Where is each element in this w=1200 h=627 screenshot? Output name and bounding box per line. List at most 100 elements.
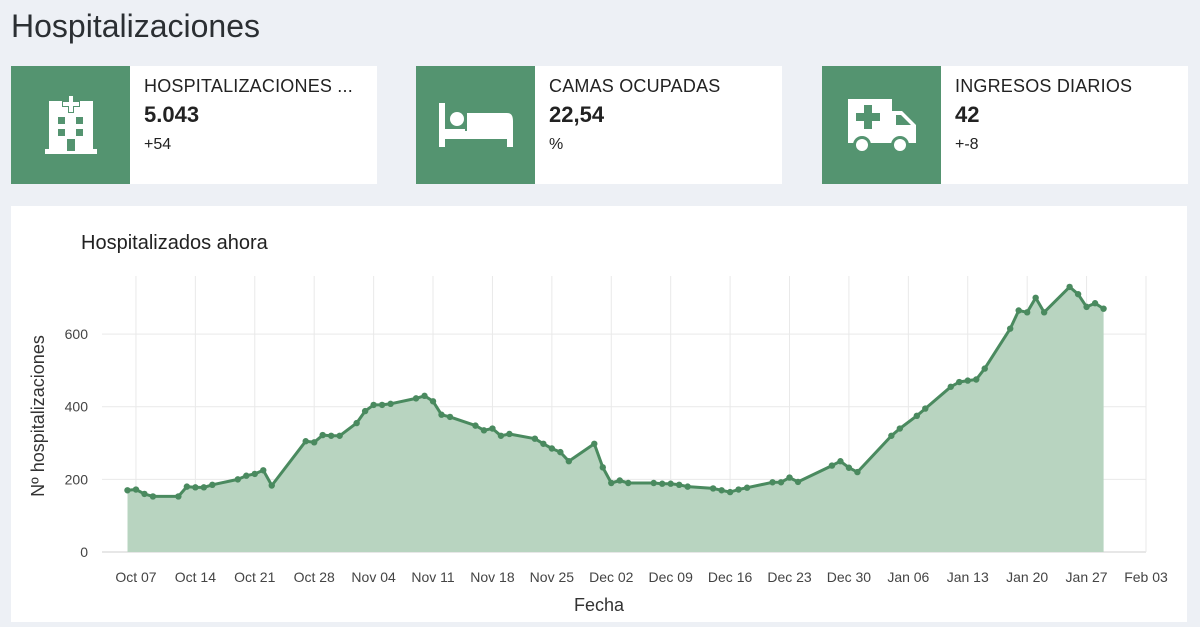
data-point — [302, 438, 309, 445]
data-point — [319, 431, 326, 439]
data-point — [489, 425, 496, 432]
x-tick-label: Feb 03 — [1124, 569, 1168, 585]
x-axis-label: Fecha — [574, 595, 625, 615]
data-point — [981, 365, 988, 372]
data-point — [412, 395, 420, 402]
card-delta: +54 — [144, 136, 172, 153]
x-tick-label: Nov 18 — [470, 569, 515, 585]
card-value: 42 — [955, 102, 980, 127]
data-point — [506, 430, 513, 438]
card-camas-ocupadas: CAMAS OCUPADAS 22,54 % — [416, 66, 782, 184]
card-delta: % — [549, 136, 564, 153]
x-tick-label: Oct 28 — [294, 569, 335, 585]
data-point — [608, 479, 615, 487]
data-point — [922, 405, 929, 412]
data-point — [956, 378, 963, 386]
data-point — [896, 425, 904, 432]
data-point — [1066, 283, 1073, 291]
series-area — [127, 286, 1104, 552]
chart-title: Hospitalizados ahora — [81, 232, 269, 254]
card-label: CAMAS OCUPADAS — [549, 76, 721, 96]
x-tick-label: Dec 02 — [589, 569, 634, 585]
data-point — [599, 464, 606, 471]
data-point — [888, 432, 895, 439]
data-point — [531, 435, 539, 442]
bed-icon — [416, 66, 535, 184]
x-tick-label: Dec 23 — [767, 569, 812, 585]
data-point — [200, 484, 208, 491]
data-point — [845, 464, 853, 471]
data-point — [1040, 309, 1048, 316]
data-point — [438, 411, 445, 418]
card-label: INGRESOS DIARIOS — [955, 76, 1133, 96]
chart-panel: Hospitalizados ahora 0 200 400 600 Oct 07 Oc… — [11, 206, 1187, 622]
data-point — [446, 413, 454, 421]
card-label: HOSPITALIZACIONES ... — [144, 76, 353, 96]
card-ingresos-diarios: INGRESOS DIARIOS 42 +-8 — [822, 66, 1188, 184]
data-point — [557, 448, 564, 456]
data-point — [183, 483, 191, 490]
data-point — [124, 487, 131, 494]
data-point — [786, 474, 793, 481]
y-axis: 0 200 400 600 — [65, 326, 89, 560]
data-point — [1091, 300, 1099, 307]
data-point — [472, 422, 479, 429]
x-tick-label: Nov 11 — [411, 569, 455, 585]
data-point — [718, 487, 725, 494]
data-point — [141, 490, 148, 498]
y-tick-label: 600 — [65, 326, 89, 342]
data-point — [310, 439, 318, 446]
data-point — [480, 427, 488, 434]
card-value: 5.043 — [144, 102, 200, 127]
data-point — [947, 383, 954, 390]
x-tick-label: Dec 16 — [708, 569, 753, 585]
data-point — [1083, 303, 1090, 311]
data-point — [1100, 305, 1107, 312]
x-tick-label: Jan 06 — [887, 569, 929, 585]
data-point — [1074, 290, 1082, 298]
data-point — [854, 468, 861, 476]
data-point — [667, 480, 674, 487]
x-tick-label: Oct 21 — [234, 569, 275, 585]
data-point — [913, 412, 921, 420]
x-tick-label: Nov 04 — [351, 569, 396, 585]
card-hospitalizaciones: HOSPITALIZACIONES ... 5.043 +54 — [11, 66, 377, 184]
data-point — [175, 493, 182, 500]
ambulance-icon — [822, 66, 941, 184]
data-point — [361, 407, 369, 415]
x-tick-label: Dec 30 — [827, 569, 872, 585]
data-point — [837, 458, 844, 465]
data-point — [794, 478, 802, 486]
data-point — [149, 493, 157, 500]
data-point — [650, 479, 657, 487]
data-point — [625, 479, 632, 487]
x-tick-label: Oct 14 — [175, 569, 216, 585]
data-point — [336, 432, 343, 439]
data-point — [1006, 325, 1014, 332]
data-point — [429, 398, 437, 405]
data-point — [251, 470, 258, 478]
data-point — [591, 440, 598, 447]
data-point — [1023, 309, 1031, 316]
y-tick-label: 0 — [80, 544, 88, 560]
card-delta: +-8 — [955, 136, 979, 153]
data-point — [243, 472, 250, 479]
data-point — [387, 400, 394, 408]
data-point — [548, 445, 556, 452]
page-title: Hospitalizaciones — [11, 8, 261, 44]
data-point — [353, 419, 360, 427]
data-point — [234, 476, 242, 483]
data-point — [973, 376, 980, 383]
x-tick-label: Dec 09 — [649, 569, 694, 585]
data-point — [268, 482, 275, 489]
series-points — [124, 283, 1107, 500]
data-point — [497, 432, 505, 439]
data-point — [828, 462, 836, 469]
x-tick-label: Nov 25 — [530, 569, 575, 585]
hospital-building-icon — [11, 66, 130, 184]
data-point — [1032, 294, 1039, 301]
data-point — [709, 485, 717, 492]
data-point — [777, 479, 785, 486]
x-axis: Oct 07 Oct 14 Oct 21 Oct 28 Nov 04 Nov 11 Nov … — [115, 569, 1168, 585]
